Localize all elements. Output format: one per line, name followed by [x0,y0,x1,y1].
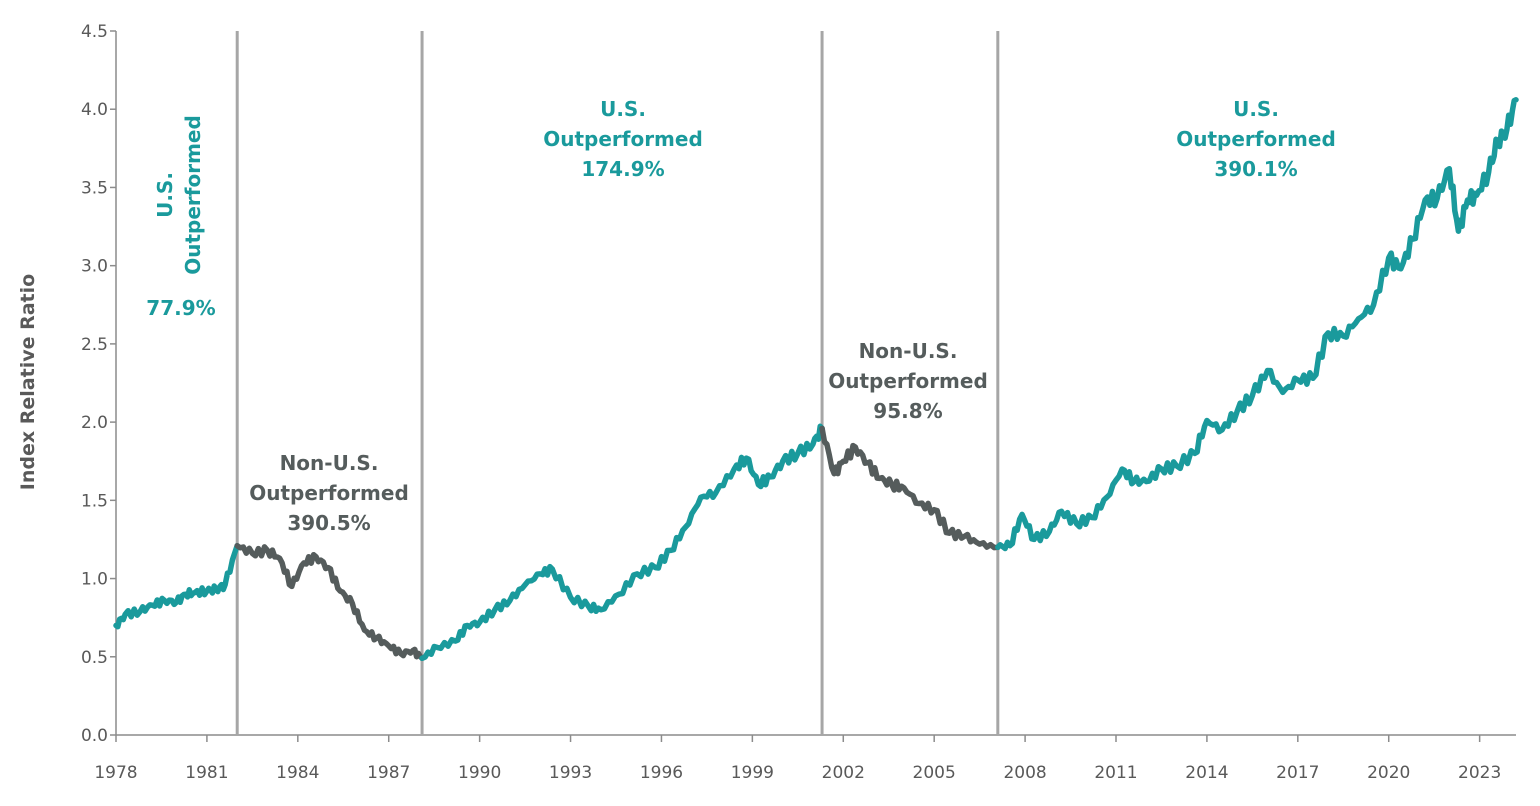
y-tick-label: 2.0 [81,413,108,433]
x-tick-label: 2020 [1367,763,1410,783]
y-tick-label: 2.5 [81,335,108,355]
x-tick-label: 1981 [185,763,228,783]
x-tick-label: 1984 [276,763,319,783]
y-tick-label: 1.0 [81,570,108,590]
x-tick-label: 1993 [549,763,592,783]
y-tick-label: 4.0 [81,100,108,120]
y-axis-label: Index Relative Ratio [17,274,39,490]
annotation-us-2007-line2: Outperformed [1176,127,1336,151]
x-tick-label: 1987 [367,763,410,783]
series-line [113,542,240,630]
annotation-us-1988-line2: Outperformed [543,127,703,151]
series-line [995,97,1519,552]
series-line [819,425,1001,551]
annotation-us-1978-value: 77.9% [146,296,215,320]
annotation-us-2007-value: 390.1% [1214,157,1297,181]
series-line [419,423,825,662]
annotation-us-1988-line1: U.S. [600,97,646,121]
annotation-us-1978-line1: U.S. [153,172,177,218]
x-tick-label: 2023 [1458,763,1501,783]
annotation-nonus-2001-line2: Outperformed [828,369,988,393]
x-tick-label: 1990 [458,763,501,783]
annotations: U.S. Outperformed 77.9% Non-U.S. Outperf… [146,97,1335,535]
x-tick-label: 2017 [1276,763,1319,783]
y-tick-label: 0.0 [81,726,108,746]
annotation-nonus-1982-line1: Non-U.S. [280,451,379,475]
y-tick-label: 3.5 [81,178,108,198]
x-tick-label: 1999 [731,763,774,783]
series-line [234,542,425,662]
x-tick-label: 2002 [822,763,865,783]
period-dividers [235,31,1000,735]
y-tick-label: 0.5 [81,648,108,668]
x-tick-label: 2011 [1094,763,1137,783]
x-tick-label: 1978 [94,763,137,783]
annotation-nonus-2001-value: 95.8% [873,399,942,423]
annotation-nonus-1982-value: 390.5% [287,511,370,535]
y-tick-label: 3.0 [81,257,108,277]
annotation-us-2007-line1: U.S. [1233,97,1279,121]
annotation-nonus-1982-line2: Outperformed [249,481,409,505]
annotation-us-1978-line2: Outperformed [181,115,205,275]
x-tick-label: 2014 [1185,763,1228,783]
annotation-us-1988-value: 174.9% [581,157,664,181]
y-tick-label: 1.5 [81,491,108,511]
x-tick-label: 2008 [1003,763,1046,783]
axes: 0.0 0.5 1.0 1.5 2.0 2.5 3.0 3.5 4.0 4.5 1978 1981 19… [81,22,1516,783]
y-tick-label: 4.5 [81,22,108,42]
annotation-nonus-2001-line1: Non-U.S. [859,339,958,363]
series-lines [113,97,1519,662]
x-tick-label: 2005 [913,763,956,783]
x-tick-label: 1996 [640,763,683,783]
